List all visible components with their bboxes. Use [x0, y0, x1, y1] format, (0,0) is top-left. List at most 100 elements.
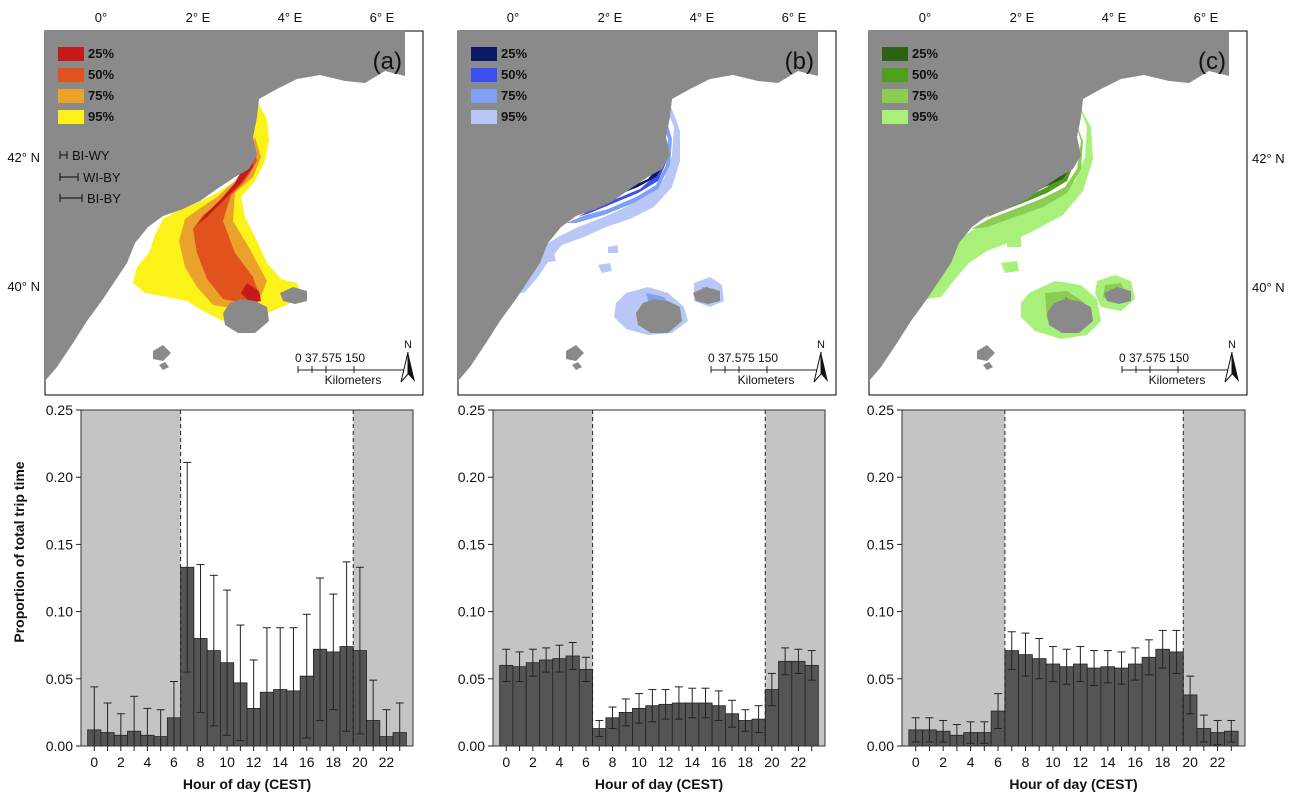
y-tick-label: 0.10	[46, 604, 73, 620]
map-panel-a	[44, 30, 424, 396]
x-tick-label: 6	[582, 754, 590, 770]
x-tick-label: 0	[502, 754, 510, 770]
lon-label: 6° E	[370, 10, 395, 25]
lon-label: 4° E	[278, 10, 303, 25]
lon-labels: 0° 2° E 4° E 6° E 0° 2° E 4° E 6° E 0° 2…	[95, 10, 1219, 25]
lon-label: 6° E	[1194, 10, 1219, 25]
legend-swatch	[58, 47, 84, 61]
legend-label: 75%	[501, 88, 527, 103]
bar	[539, 659, 554, 747]
north-label: N	[1228, 339, 1236, 351]
north-arrow-left	[813, 351, 822, 383]
map-contours-a	[133, 101, 301, 321]
legend-label: 75%	[912, 88, 938, 103]
x-tick-label: 4	[144, 754, 152, 770]
lon-label: 6° E	[782, 10, 807, 25]
y-tick-label: 0.20	[46, 469, 73, 485]
night-shade-morning	[81, 410, 181, 746]
lon-label: 0°	[507, 10, 519, 25]
y-axis-title: Proportion of total trip time	[11, 461, 27, 642]
x-tick-label: 8	[1022, 754, 1030, 770]
legend-swatch	[471, 68, 497, 82]
x-tick-label: 16	[299, 754, 315, 770]
north-arrow-right	[408, 352, 415, 382]
y-tick-label: 0.25	[867, 402, 894, 418]
y-tick-label: 0.05	[458, 671, 485, 687]
lon-label: 0°	[919, 10, 931, 25]
x-tick-label: 4	[556, 754, 564, 770]
bar-chart-c: 0.00 0.05 0.10 0.15 0.20 0.25 0 2 4 6 8 10 12 14 16 18 2…	[867, 402, 1246, 792]
lon-label: 2° E	[1010, 10, 1035, 25]
plot-frame	[901, 409, 1246, 747]
legend-swatch	[882, 110, 908, 124]
y-tick-label: 0.25	[46, 402, 73, 418]
y-tick-label: 0.15	[867, 536, 894, 552]
map-legend: 25% 50% 75% 95%	[882, 46, 938, 124]
y-tick-label: 0.10	[867, 604, 894, 620]
lat-label: 42° N	[7, 150, 40, 165]
x-tick-label: 16	[711, 754, 727, 770]
legend-swatch	[882, 68, 908, 82]
scale-bar: 0 37.575 150 Kilometers	[708, 351, 822, 387]
scale-unit: Kilometers	[1149, 373, 1206, 387]
legend-label: 95%	[88, 109, 114, 124]
x-tick-label: 22	[379, 754, 395, 770]
panel-label-a: (a)	[373, 48, 402, 75]
x-tick-label: 6	[170, 754, 178, 770]
x-tick-label: 0	[912, 754, 920, 770]
y-tick-label: 0.00	[458, 738, 485, 754]
bar-chart-b: 0.00 0.05 0.10 0.15 0.20 0.25 0 2 4 6 8 10 12 14 16 18 2…	[458, 402, 826, 792]
legend-swatch	[58, 89, 84, 103]
north-arrow-icon: N	[400, 339, 415, 383]
legend-swatch	[58, 110, 84, 124]
legend-label: 25%	[88, 46, 114, 61]
x-tick-label: 20	[352, 754, 368, 770]
errorbar-label: BI-WY	[72, 148, 110, 163]
x-tick-label: 18	[1155, 754, 1171, 770]
legend-label: 25%	[912, 46, 938, 61]
x-tick-label: 22	[1210, 754, 1226, 770]
panel-letters: (a) (b) (c)	[373, 48, 1226, 75]
errorbar-label: WI-BY	[83, 170, 121, 185]
x-tick-label: 18	[738, 754, 754, 770]
x-axis-title: Hour of day (CEST)	[595, 776, 723, 792]
panel-label-b: (b)	[785, 48, 814, 75]
x-tick-label: 10	[219, 754, 235, 770]
lat-labels: 42° N 40° N 42° N 40° N	[7, 150, 1284, 295]
map-panel-b	[457, 30, 837, 396]
y-tick-label: 0.15	[46, 536, 73, 552]
legend-label: 50%	[912, 67, 938, 82]
x-tick-label: 8	[609, 754, 617, 770]
legend-label: 50%	[501, 67, 527, 82]
x-tick-label: 2	[529, 754, 537, 770]
x-tick-label: 2	[117, 754, 125, 770]
x-tick-label: 14	[272, 754, 288, 770]
x-tick-label: 2	[939, 754, 947, 770]
y-tick-label: 0.10	[458, 604, 485, 620]
errorbar-label: BI-BY	[87, 191, 121, 206]
legend-swatch	[882, 47, 908, 61]
bar-chart-a: 0.00 0.05 0.10 0.15 0.20 0.25 0 2 4 6 8 10 12 14 16 18 2…	[46, 402, 414, 792]
lon-label: 0°	[95, 10, 107, 25]
night-shade-evening	[1183, 410, 1245, 746]
legend-label: 95%	[912, 109, 938, 124]
x-tick-label: 12	[1073, 754, 1089, 770]
scale-bar: 0 37.575 150 Kilometers	[295, 351, 409, 387]
y-tick-label: 0.15	[458, 536, 485, 552]
bar	[791, 660, 806, 747]
scale-numbers: 0 37.575 150	[295, 351, 365, 365]
legend-swatch	[471, 110, 497, 124]
lat-label: 42° N	[1252, 151, 1285, 166]
x-tick-label: 10	[1045, 754, 1061, 770]
north-arrow-right	[821, 352, 828, 382]
north-arrow-left	[1224, 351, 1233, 383]
x-tick-label: 10	[631, 754, 647, 770]
x-tick-label: 12	[246, 754, 262, 770]
y-tick-label: 0.20	[458, 469, 485, 485]
north-label: N	[817, 339, 825, 351]
x-tick-label: 20	[764, 754, 780, 770]
scale-numbers: 0 37.575 150	[1119, 351, 1189, 365]
y-tick-label: 0.05	[867, 671, 894, 687]
north-label: N	[404, 339, 412, 351]
